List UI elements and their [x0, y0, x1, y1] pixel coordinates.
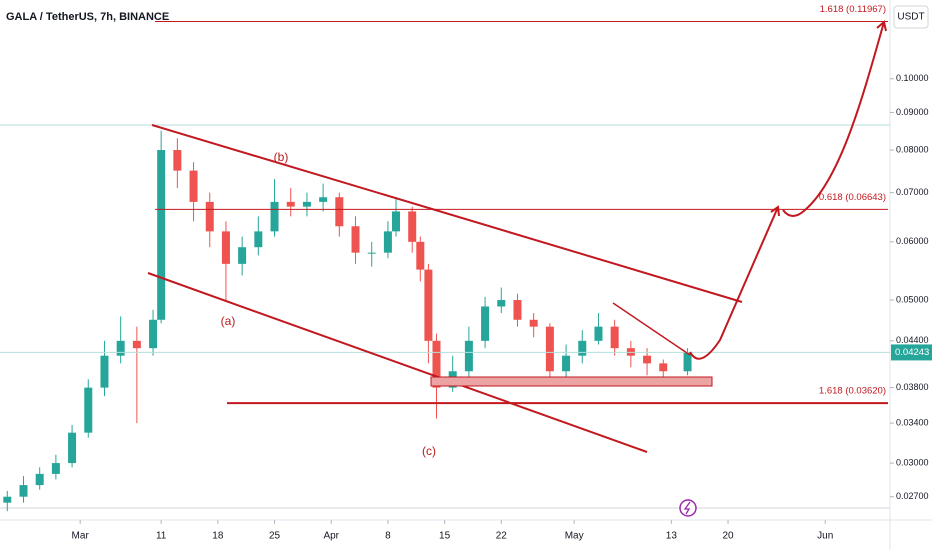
x-tick-label: 11: [156, 531, 167, 542]
trend-line: [147, 272, 648, 453]
candle-body: [610, 326, 619, 349]
candle-body: [578, 340, 587, 356]
candles: [3, 130, 692, 512]
chart-title: GALA / TetherUS, 7h, BINANCE: [6, 11, 169, 23]
trend-line: [612, 302, 691, 356]
candle-body: [254, 231, 263, 248]
candle-body: [464, 340, 473, 372]
candle-body: [302, 201, 311, 207]
candle-body: [481, 306, 490, 341]
x-tick-label: Jun: [817, 531, 833, 542]
x-tick-label: 8: [385, 531, 391, 542]
candle-body: [432, 340, 441, 388]
x-tick-label: 18: [212, 531, 224, 542]
unit-box[interactable]: [893, 5, 929, 29]
candle-body: [189, 170, 198, 202]
candle-body: [221, 231, 230, 264]
candle-body: [173, 150, 182, 171]
last-price-box: [891, 344, 932, 361]
candle-body: [513, 300, 522, 320]
candle-body: [3, 496, 12, 503]
x-tick-label: 15: [439, 531, 451, 542]
x-tick-label: Apr: [323, 531, 339, 542]
candle-body: [51, 463, 60, 474]
candle-body: [497, 300, 506, 307]
x-tick-label: Mar: [72, 531, 90, 542]
last-price-label: 0.04243: [895, 347, 929, 358]
candle-body: [416, 241, 425, 270]
fib-level-label: 1.618 (0.03620): [819, 386, 886, 397]
y-tick-label: 0.03800: [896, 382, 929, 392]
wave-label: (a): [221, 314, 236, 328]
candle-body: [594, 326, 603, 341]
y-tick-label: 0.10000: [896, 73, 929, 83]
candle-body: [367, 252, 376, 254]
candle-body: [383, 231, 392, 253]
y-tick-label: 0.07000: [896, 187, 929, 197]
arrow-head: [770, 205, 780, 217]
candle-body: [116, 340, 125, 356]
wave-label: (b): [274, 150, 289, 164]
y-tick-label: 0.05000: [896, 294, 929, 304]
candle-body: [238, 247, 247, 264]
candle-body: [683, 352, 692, 372]
event-icon: [683, 501, 691, 515]
y-tick-label: 0.08000: [896, 144, 929, 154]
candle-body: [132, 340, 141, 349]
candle-body: [659, 363, 668, 372]
y-tick-label: 0.03400: [896, 418, 929, 428]
candle-body: [157, 150, 166, 320]
candle-body: [408, 211, 417, 242]
y-tick-label: 0.09000: [896, 107, 929, 117]
candle-body: [335, 197, 344, 227]
x-tick-label: 13: [666, 531, 678, 542]
candle-body: [100, 355, 109, 388]
candle-body: [643, 355, 652, 364]
candle-body: [392, 211, 401, 232]
arrow-head: [876, 20, 887, 32]
candle-body: [424, 269, 433, 341]
x-tick-label: 20: [722, 531, 734, 542]
candle-body: [562, 355, 571, 372]
y-tick-label: 0.04400: [896, 335, 929, 345]
event-icon[interactable]: [679, 499, 697, 517]
wave-label: (c): [422, 444, 436, 458]
candle-body: [286, 201, 295, 207]
candle-body: [84, 387, 93, 433]
candle-body: [35, 473, 44, 486]
y-tick-label: 0.06000: [896, 236, 929, 246]
support-zone: [430, 376, 713, 387]
x-tick-label: May: [565, 531, 584, 542]
trend-line: [151, 124, 743, 303]
candle-body: [19, 485, 28, 497]
candle-body: [626, 348, 635, 356]
drawings: [147, 20, 887, 517]
projection-arrow: [689, 206, 779, 360]
x-tick-label: 22: [496, 531, 508, 542]
candle-body: [351, 226, 360, 253]
projection-arrow: [782, 21, 885, 217]
x-tick-label: 25: [269, 531, 281, 542]
y-tick-label: 0.03000: [896, 457, 929, 467]
fib-level-label: 0.618 (0.06643): [819, 192, 886, 203]
candle-body: [545, 326, 554, 372]
fib-level-label: 1.618 (0.11967): [820, 4, 886, 15]
candle-body: [149, 319, 158, 349]
candle-body: [319, 197, 328, 202]
candle-body: [205, 201, 214, 232]
unit-label: USDT: [897, 12, 924, 23]
candle-body: [270, 201, 279, 232]
candle-body: [529, 319, 538, 327]
y-tick-label: 0.02700: [896, 491, 929, 501]
candle-body: [68, 432, 77, 464]
